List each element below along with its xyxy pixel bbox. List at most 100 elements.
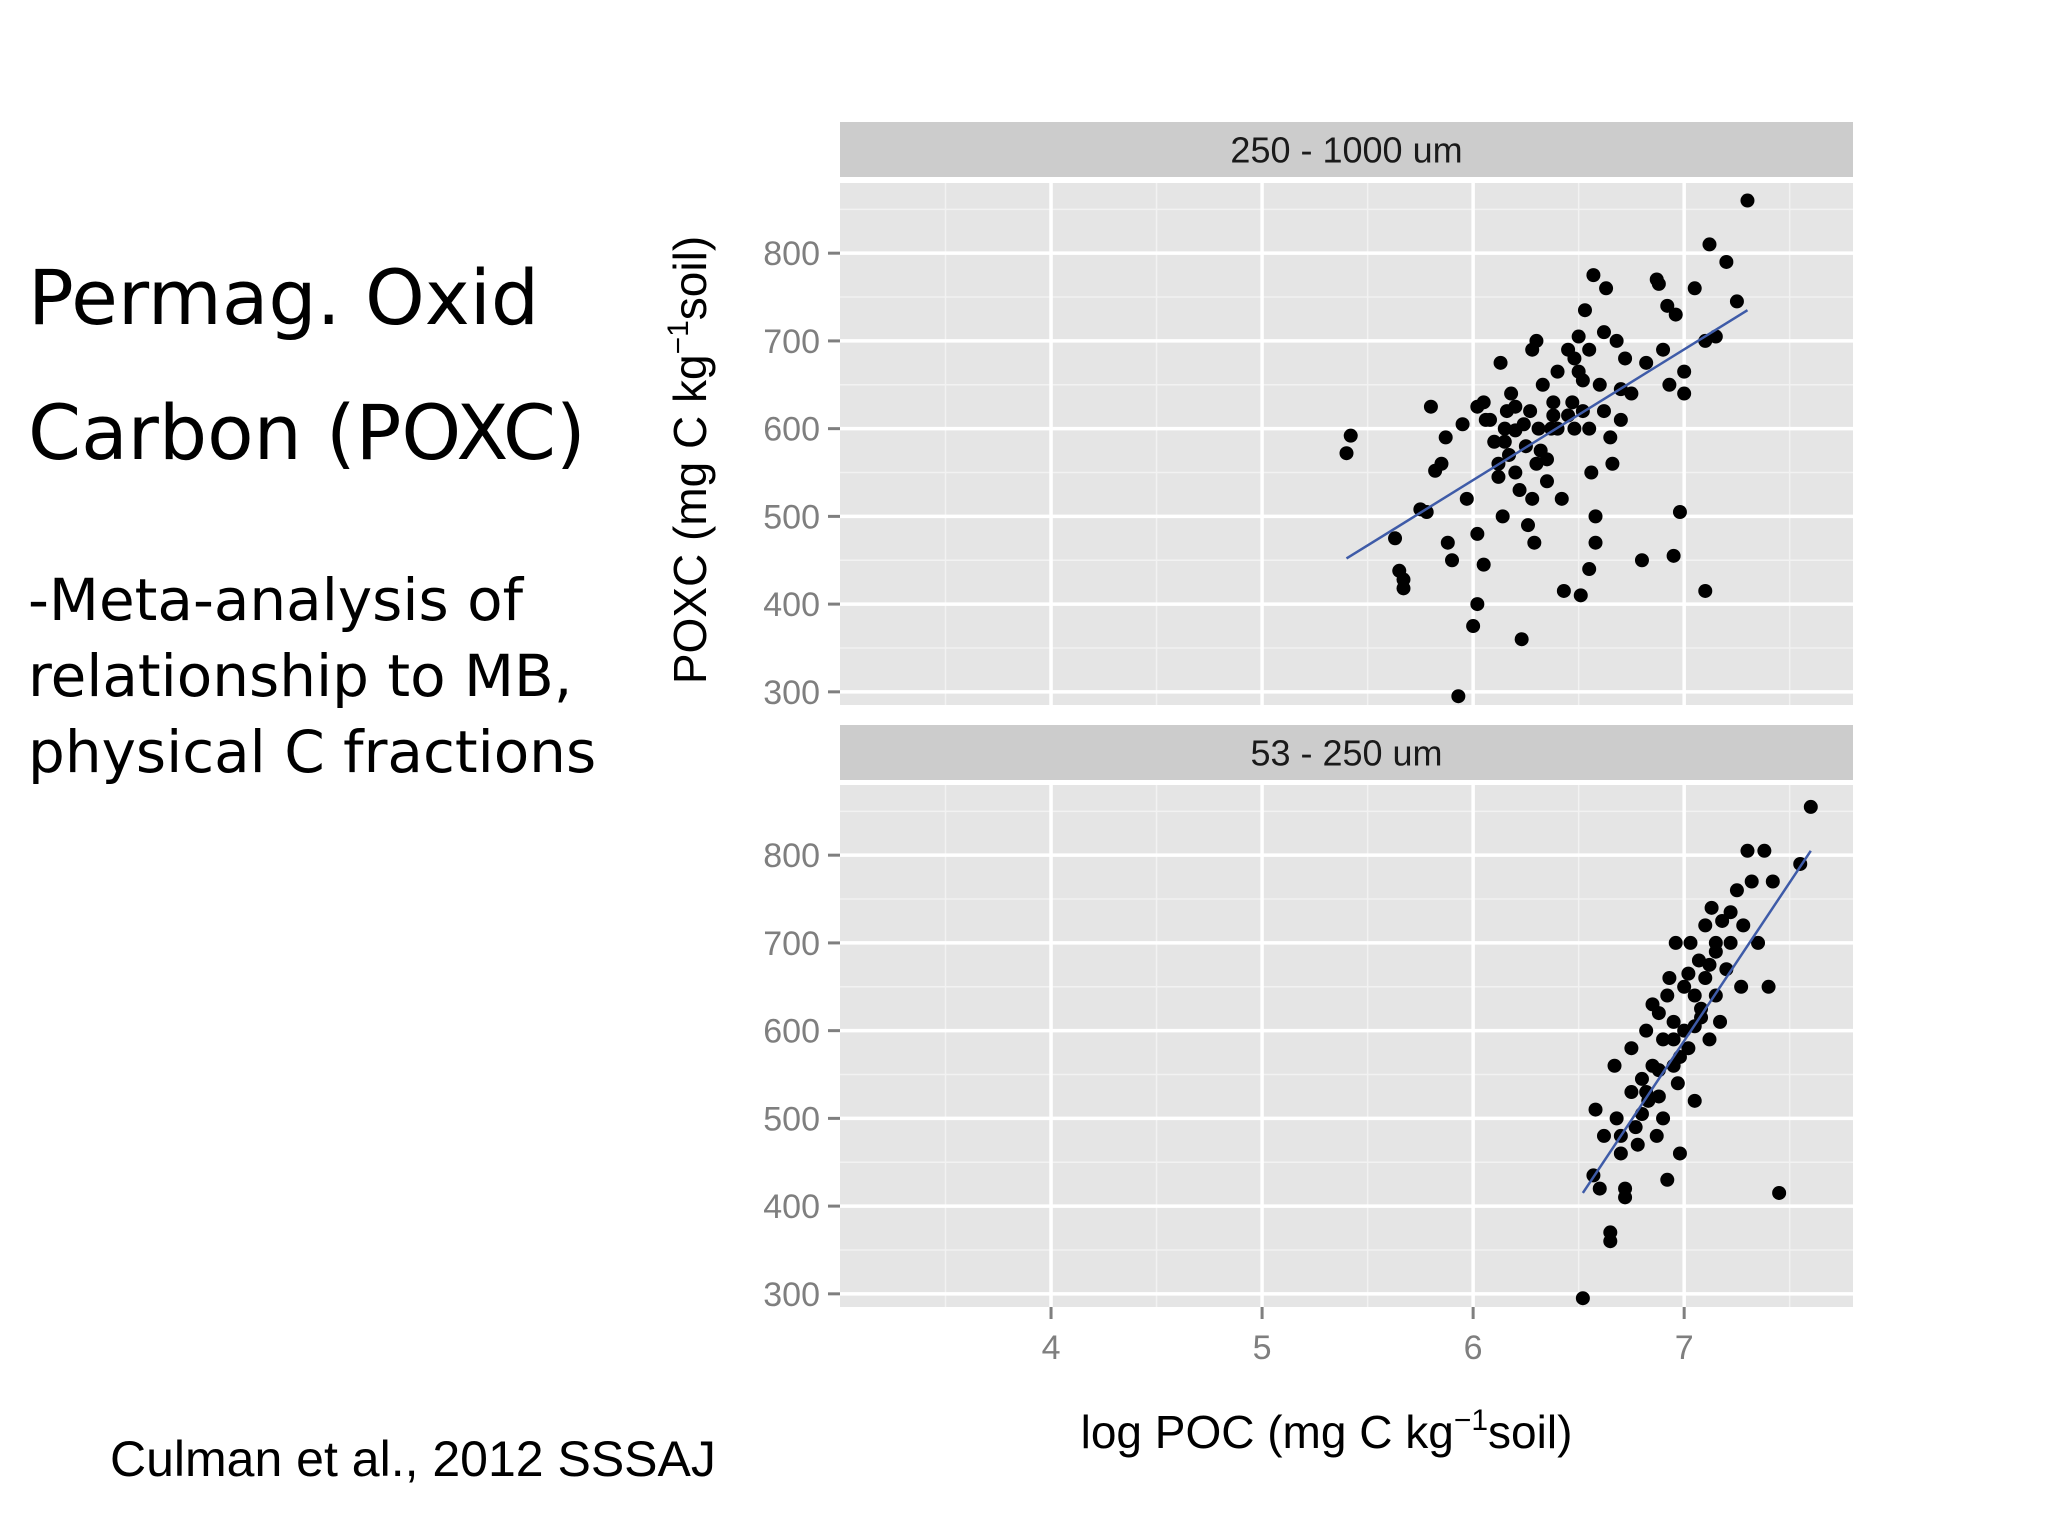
data-point (1803, 799, 1818, 814)
data-point (1698, 918, 1713, 933)
data-point (1466, 619, 1481, 634)
data-point (1639, 1023, 1654, 1038)
y-tick-label: 400 (763, 586, 820, 624)
y-tick-label: 800 (763, 837, 820, 875)
facet-strip-label: 53 - 250 um (1250, 733, 1442, 774)
data-point (1660, 298, 1675, 313)
data-point (1516, 417, 1531, 432)
x-axis-title: log POC (mg C kg−1soil) (1081, 1404, 1573, 1458)
data-point (1596, 325, 1611, 340)
data-point (1582, 421, 1597, 436)
y-tick-label: 400 (763, 1188, 820, 1226)
data-point (1571, 329, 1586, 344)
data-point (1470, 526, 1485, 541)
data-point (1575, 373, 1590, 388)
data-point (1660, 988, 1675, 1003)
data-point (1723, 935, 1738, 950)
data-point (1666, 1032, 1681, 1047)
data-point (1662, 377, 1677, 392)
facet-panel-1: 250 - 1000 um 300 400 500 600 700 800 (763, 122, 1853, 712)
data-point (1582, 342, 1597, 357)
data-point (1677, 386, 1692, 401)
data-point (1546, 395, 1561, 410)
data-point (1539, 452, 1554, 467)
y-tick-label: 600 (763, 1013, 820, 1051)
data-point (1592, 1181, 1607, 1196)
data-point (1662, 971, 1677, 986)
data-point (1651, 1006, 1666, 1021)
data-point (1497, 421, 1512, 436)
data-point (1672, 1049, 1687, 1064)
fit-line (1345, 309, 1749, 560)
x-tick-label: 5 (1253, 1329, 1272, 1367)
data-point (1628, 1120, 1643, 1135)
data-point (1508, 465, 1523, 480)
y-tick-label: 700 (763, 925, 820, 963)
data-point (1497, 434, 1512, 449)
data-point (1672, 1146, 1687, 1161)
data-point (1495, 509, 1510, 524)
data-point (1531, 421, 1546, 436)
data-point (1493, 355, 1508, 370)
data-point (1592, 377, 1607, 392)
data-point (1666, 548, 1681, 563)
data-point (1575, 1291, 1590, 1306)
body-line-3: physical C fractions (28, 718, 597, 786)
data-point (1698, 971, 1713, 986)
data-point (1772, 1185, 1787, 1200)
data-point (1660, 1172, 1675, 1187)
facet-strip-label: 250 - 1000 um (1230, 130, 1462, 171)
data-point (1607, 1058, 1622, 1073)
data-point (1656, 342, 1671, 357)
slide-title: Permag. Oxid Carbon (POXC) (28, 230, 648, 500)
data-point (1609, 1111, 1624, 1126)
data-point (1440, 535, 1455, 550)
data-point (1651, 276, 1666, 291)
y-tick-label: 800 (763, 235, 820, 273)
data-point (1708, 935, 1723, 950)
data-point (1649, 1128, 1664, 1143)
data-point (1596, 1128, 1611, 1143)
panel-background (840, 183, 1853, 705)
data-point (1729, 883, 1744, 898)
data-point (1423, 399, 1438, 414)
data-point (1596, 404, 1611, 419)
data-point (1639, 355, 1654, 370)
x-tick-label: 6 (1464, 1329, 1483, 1367)
data-point (1613, 412, 1628, 427)
y-tick-label: 600 (763, 411, 820, 449)
data-point (1651, 1089, 1666, 1104)
data-point (1683, 935, 1698, 950)
data-point (1491, 469, 1506, 484)
data-point (1339, 446, 1354, 461)
data-point (1698, 583, 1713, 598)
data-point (1729, 294, 1744, 309)
data-point (1630, 1137, 1645, 1152)
data-point (1691, 953, 1706, 968)
data-point (1713, 1014, 1728, 1029)
data-point (1681, 1041, 1696, 1056)
data-point (1609, 333, 1624, 348)
data-point (1681, 966, 1696, 981)
data-point (1567, 351, 1582, 366)
data-point (1761, 979, 1776, 994)
data-point (1634, 553, 1649, 568)
data-point (1529, 333, 1544, 348)
data-point (1740, 193, 1755, 208)
data-point (1624, 1085, 1639, 1100)
data-point (1677, 364, 1692, 379)
data-point (1470, 597, 1485, 612)
x-tick-label: 7 (1675, 1329, 1694, 1367)
data-point (1656, 1111, 1671, 1126)
y-tick-label: 700 (763, 323, 820, 361)
data-point (1687, 1093, 1702, 1108)
data-point (1656, 1032, 1671, 1047)
data-point (1599, 281, 1614, 296)
slide-title-line-1: Permag. Oxid (28, 253, 540, 342)
data-point (1419, 504, 1434, 519)
data-point (1550, 364, 1565, 379)
data-point (1554, 491, 1569, 506)
data-point (1624, 1041, 1639, 1056)
fit-line (1581, 850, 1812, 1194)
